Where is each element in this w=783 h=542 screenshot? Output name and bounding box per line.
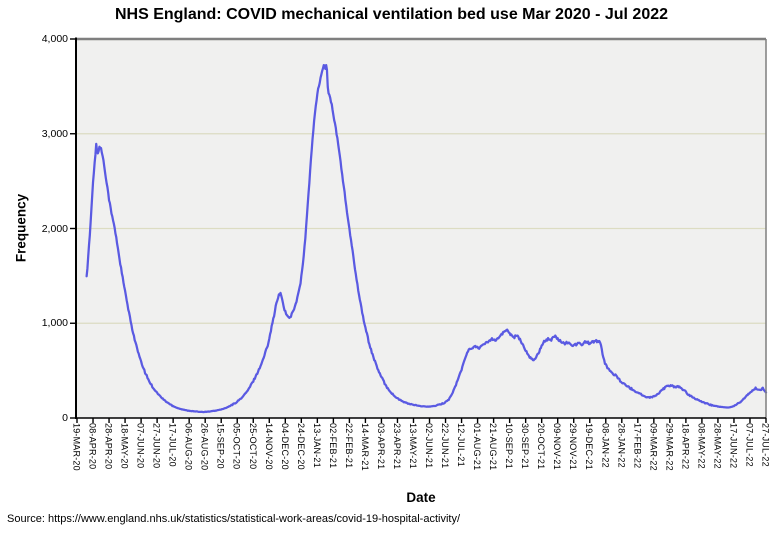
x-tick-label: 09-MAR-22	[648, 423, 659, 471]
x-tick-label: 15-SEP-20	[215, 423, 226, 469]
x-tick-label: 27-JUN-20	[151, 423, 162, 469]
x-tick-label: 18-MAY-20	[119, 423, 130, 469]
x-tick-label: 14-NOV-20	[263, 423, 274, 470]
source-text: Source: https://www.england.nhs.uk/stati…	[7, 513, 461, 525]
x-tick-label: 21-AUG-21	[488, 423, 499, 471]
x-tick-label: 18-APR-22	[680, 423, 691, 470]
x-tick-label: 02-FEB-21	[327, 423, 338, 469]
y-tick-label: 1,000	[41, 317, 68, 330]
x-tick-label: 28-JAN-22	[616, 423, 627, 468]
x-tick-label: 17-FEB-22	[632, 423, 643, 469]
chart-title: NHS England: COVID mechanical ventilatio…	[114, 6, 669, 23]
x-tick-label: 06-AUG-20	[183, 423, 194, 471]
x-tick-label: 26-AUG-20	[199, 423, 210, 471]
x-tick-label: 08-JAN-22	[600, 423, 611, 468]
y-tick-label: 0	[62, 412, 68, 424]
x-tick-label: 20-OCT-21	[536, 423, 547, 470]
x-tick-label: 23-APR-21	[391, 423, 402, 470]
x-tick-label: 17-JUL-20	[167, 423, 178, 467]
x-tick-label: 19-MAR-20	[71, 423, 82, 471]
series-line	[85, 63, 768, 414]
y-tick-label: 2,000	[41, 222, 68, 235]
y-axis-title: Frequency	[13, 193, 29, 263]
x-tick-label: 01-AUG-21	[472, 423, 483, 471]
x-tick-label: 29-NOV-21	[568, 423, 579, 470]
x-tick-label: 22-FEB-21	[343, 423, 354, 469]
x-tick-label: 19-DEC-21	[584, 423, 595, 470]
x-tick-label: 13-JAN-21	[311, 423, 322, 468]
y-tick-label: 3,000	[41, 127, 68, 140]
x-tick-label: 03-APR-21	[375, 423, 386, 470]
x-tick-label: 28-APR-20	[103, 423, 114, 470]
x-tick-label: 14-MAR-21	[359, 423, 370, 471]
y-tick-label: 4,000	[41, 33, 68, 45]
x-tick-label: 10-SEP-21	[504, 423, 515, 469]
x-axis-title: Date	[406, 490, 436, 505]
x-tick-label: 17-JUN-22	[728, 423, 739, 469]
x-tick-label: 27-JUL-22	[760, 423, 771, 467]
x-tick-label: 28-MAY-22	[712, 423, 723, 469]
x-tick-label: 05-OCT-20	[231, 423, 242, 470]
x-tick-label: 24-DEC-20	[295, 423, 306, 470]
x-tick-label: 08-MAY-22	[696, 423, 707, 469]
x-tick-label: 29-MAR-22	[664, 423, 675, 471]
x-tick-label: 12-JUL-21	[456, 423, 467, 467]
x-tick-label: 13-MAY-21	[407, 423, 418, 469]
x-tick-label: 30-SEP-21	[520, 423, 531, 469]
x-tick-label: 08-APR-20	[87, 423, 98, 470]
x-tick-label: 22-JUN-21	[440, 423, 451, 469]
x-tick-label: 07-JUL-22	[744, 423, 755, 467]
x-tick-label: 25-OCT-20	[247, 423, 258, 470]
x-tick-label: 02-JUN-21	[424, 423, 434, 469]
x-tick-label: 09-NOV-21	[552, 423, 563, 470]
x-tick-label: 07-JUN-20	[135, 423, 146, 469]
x-tick-label: 04-DEC-20	[279, 423, 290, 470]
